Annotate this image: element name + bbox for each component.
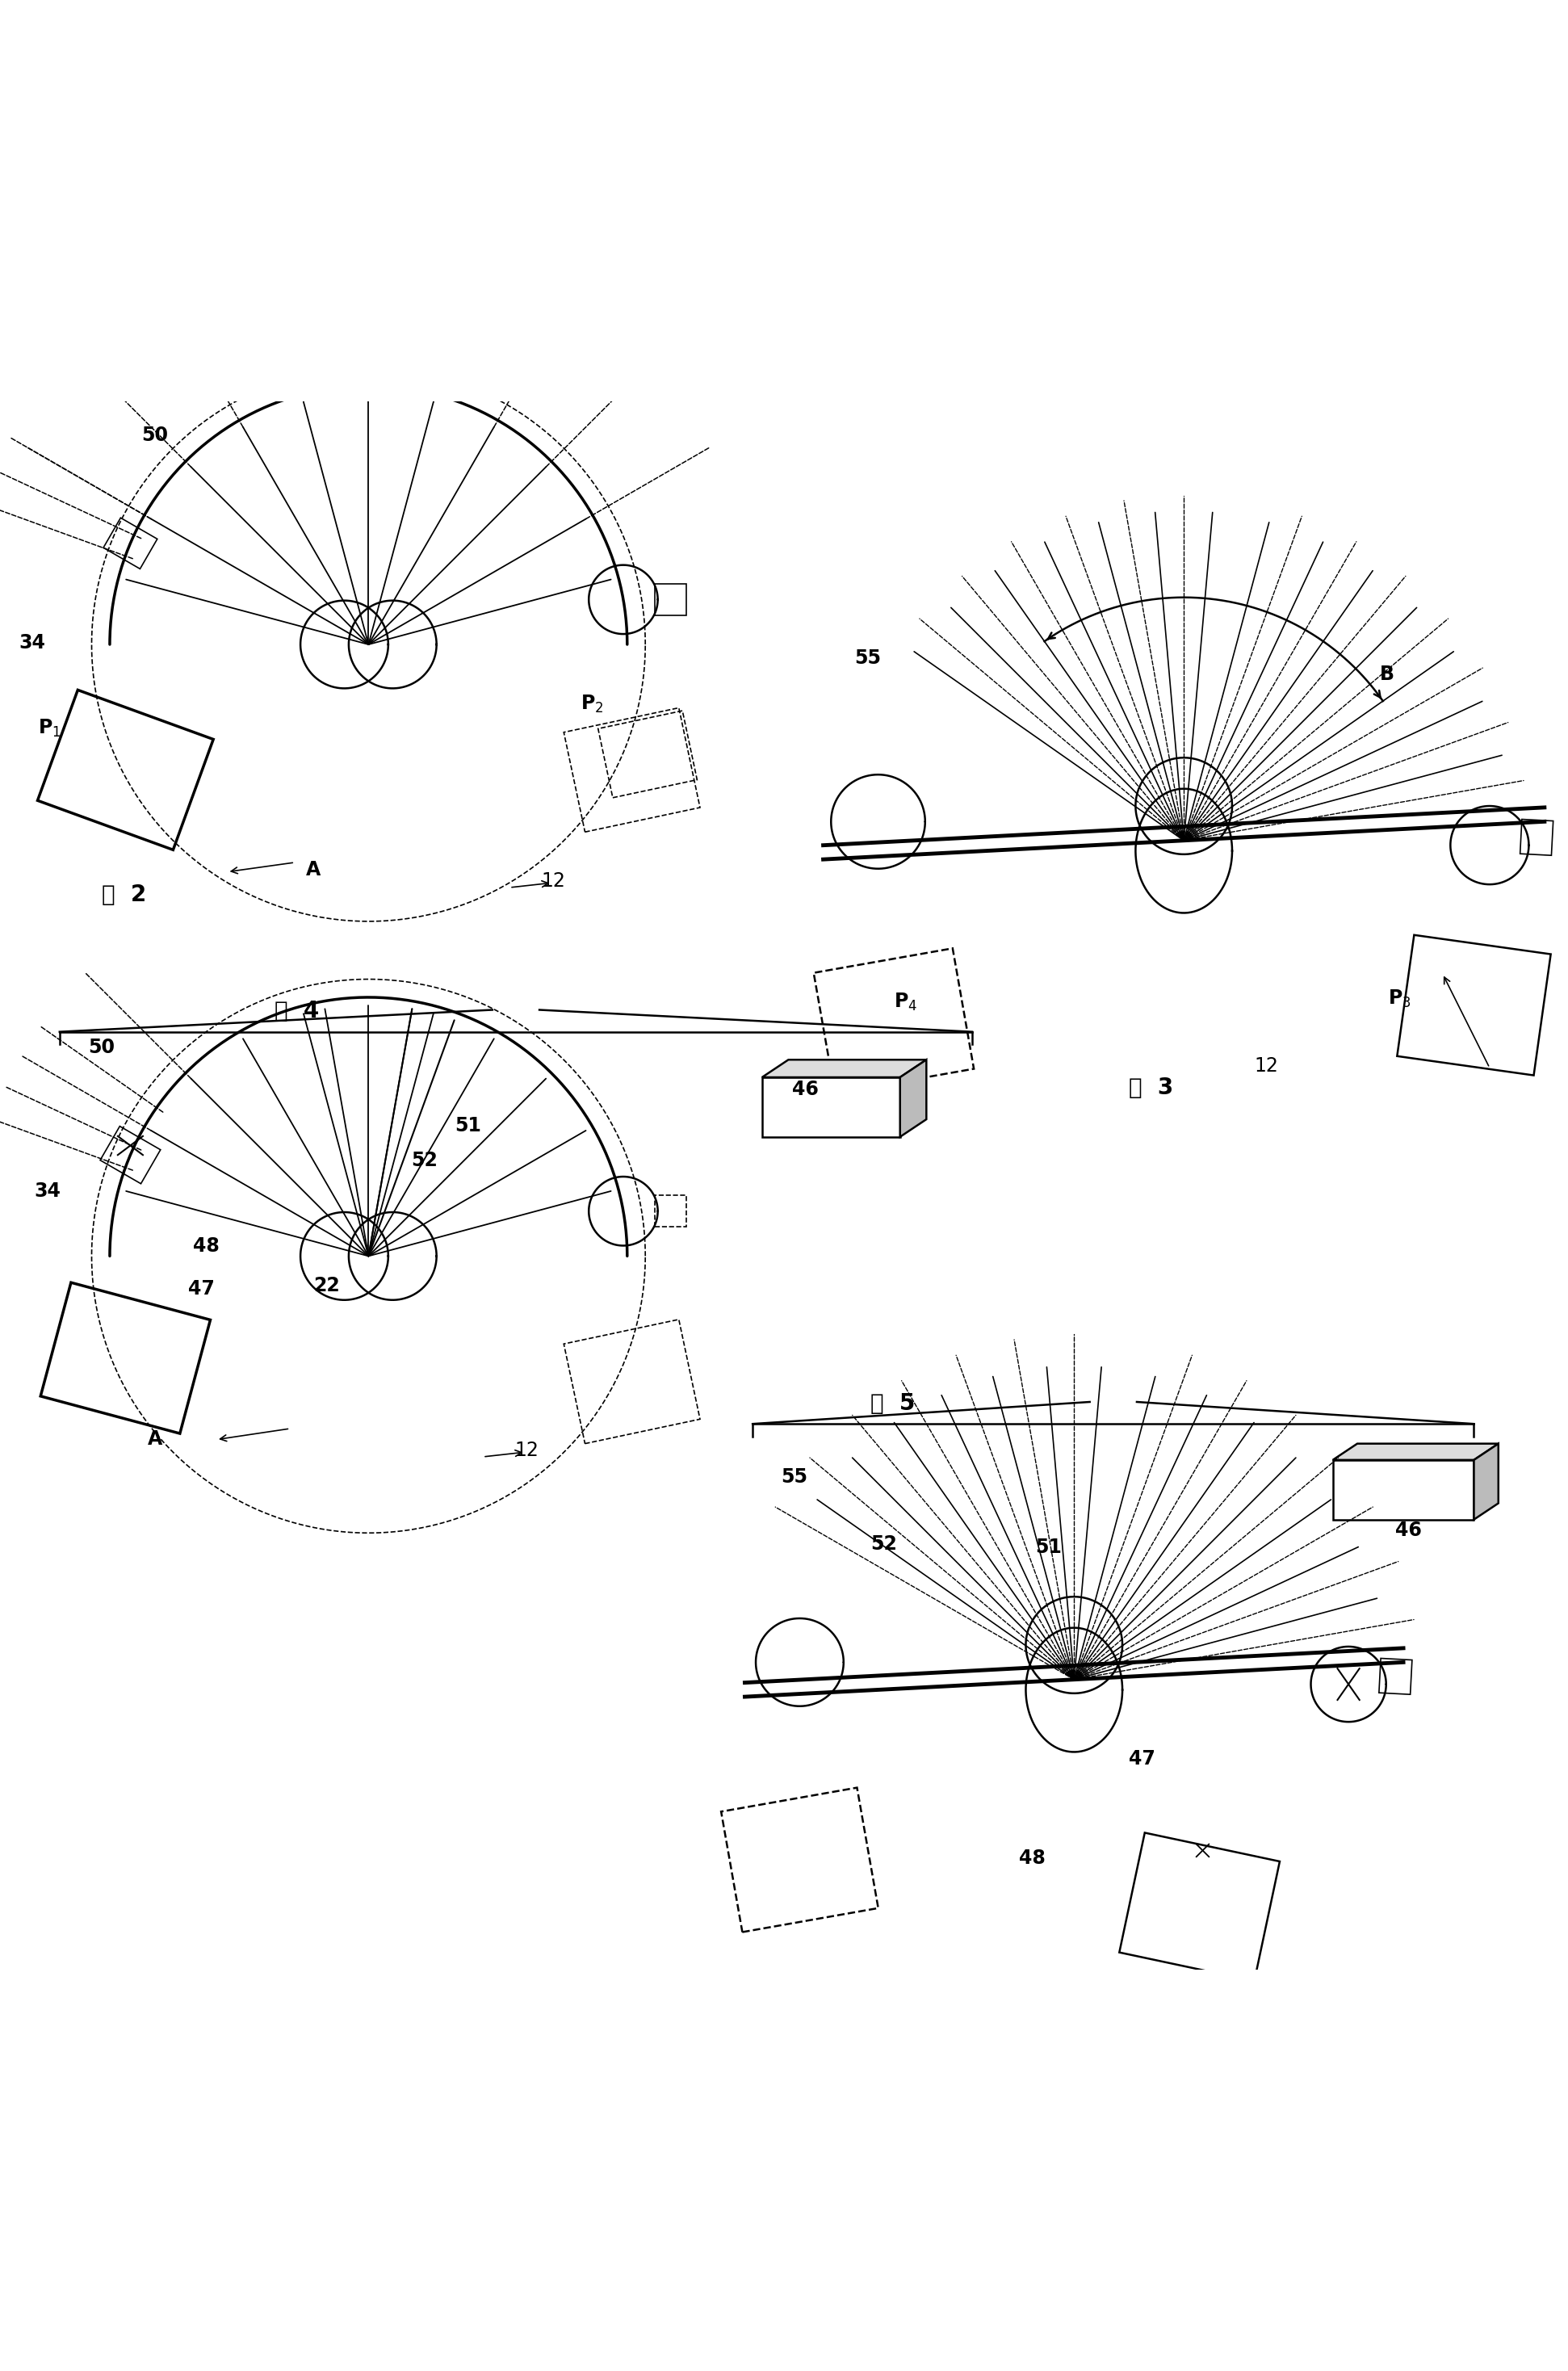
Text: 47: 47 <box>188 1278 215 1299</box>
Text: P$_2$: P$_2$ <box>580 695 604 716</box>
Text: 图  2: 图 2 <box>102 884 146 906</box>
Text: P$_4$: P$_4$ <box>894 991 917 1012</box>
Text: 46: 46 <box>1396 1520 1422 1539</box>
Polygon shape <box>1333 1444 1499 1461</box>
Text: 55: 55 <box>855 650 881 669</box>
Text: 12: 12 <box>514 1442 538 1461</box>
Text: 51: 51 <box>455 1117 481 1136</box>
Text: 46: 46 <box>792 1079 818 1100</box>
Text: 55: 55 <box>781 1468 808 1487</box>
Text: B: B <box>1380 664 1394 683</box>
Text: 12: 12 <box>1254 1057 1278 1076</box>
Text: P$_1$: P$_1$ <box>38 718 61 737</box>
Text: 48: 48 <box>1019 1849 1046 1868</box>
Polygon shape <box>762 1060 927 1076</box>
Polygon shape <box>1333 1461 1474 1520</box>
Text: 50: 50 <box>141 427 168 446</box>
Text: A: A <box>147 1430 162 1449</box>
Text: 48: 48 <box>193 1238 220 1257</box>
Text: P$_3$: P$_3$ <box>1388 989 1411 1010</box>
Text: 12: 12 <box>541 870 564 891</box>
Text: 图  3: 图 3 <box>1129 1076 1173 1100</box>
Text: 50: 50 <box>88 1038 114 1057</box>
Text: 22: 22 <box>314 1276 340 1295</box>
Text: 34: 34 <box>19 633 45 652</box>
Text: 34: 34 <box>34 1181 61 1202</box>
Text: 52: 52 <box>411 1150 437 1169</box>
Text: 51: 51 <box>1035 1539 1062 1558</box>
Polygon shape <box>1474 1444 1499 1520</box>
Polygon shape <box>900 1060 927 1136</box>
Text: 47: 47 <box>1129 1750 1156 1769</box>
Text: A: A <box>306 861 320 880</box>
Text: 52: 52 <box>870 1534 897 1553</box>
Text: 图  4: 图 4 <box>274 1001 318 1022</box>
Text: 图  5: 图 5 <box>870 1392 916 1415</box>
Polygon shape <box>762 1076 900 1136</box>
